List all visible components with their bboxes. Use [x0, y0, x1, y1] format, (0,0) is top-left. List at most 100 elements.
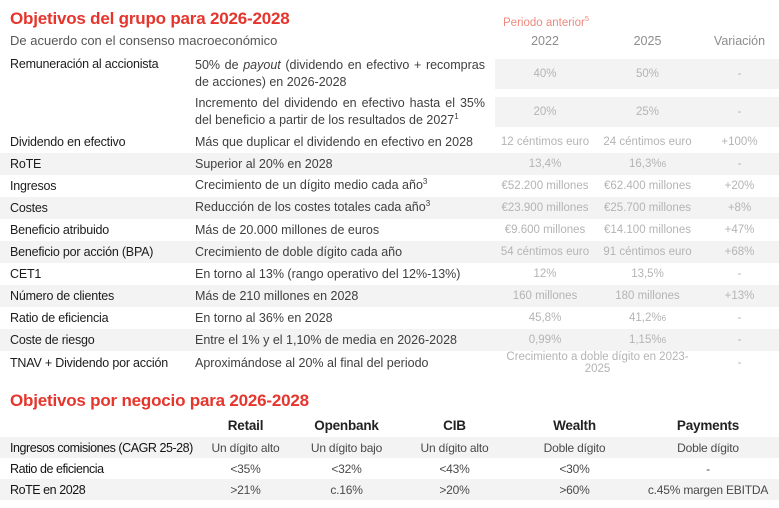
value-retail: >21%: [230, 482, 261, 497]
value-2025: 50%: [595, 55, 700, 93]
row-label: Beneficio atribuido: [10, 223, 110, 237]
row-label: Ingresos: [10, 179, 57, 193]
row-description: Aproximándose al 20% al final del period…: [195, 355, 495, 372]
column-header-payments: Payments: [676, 418, 740, 433]
value-2022: 54 céntimos euro: [495, 241, 595, 263]
footnote-superscript: 5: [584, 14, 589, 24]
value-variation: +68%: [700, 241, 779, 263]
row-label: Ingresos comisiones (CAGR 25-28): [10, 440, 193, 455]
description-text: Crecimiento de doble dígito cada año: [195, 244, 403, 259]
table-row-revenue: Ingresos Crecimiento de un dígito medio …: [0, 175, 779, 197]
footnote-superscript: 3: [422, 177, 428, 187]
value-wealth: <30%: [559, 461, 590, 476]
group-title-row: Objetivos del grupo para 2026-2028 Perio…: [0, 9, 779, 29]
value-2022: 45,8%: [495, 307, 595, 329]
previous-period-text: Periodo anterior: [503, 17, 585, 29]
value-variation: -: [700, 307, 779, 329]
table-row-cost-of-risk: Coste de riesgo Entre el 1% y el 1,10% d…: [0, 329, 779, 351]
value-text: -: [737, 158, 742, 170]
value-text: -: [737, 68, 742, 80]
value-text: 1,15%: [628, 334, 662, 346]
row-description: Incremento del dividendo en efectivo has…: [195, 93, 495, 129]
value-text: -: [737, 334, 742, 346]
table-row-shareholder-remuneration: Remuneración al accionista 50% de payout…: [0, 55, 779, 93]
value-2022: 12%: [495, 263, 595, 285]
value-text: -: [737, 268, 742, 280]
row-label: Dividendo en efectivo: [10, 135, 126, 149]
macro-consensus-subtitle: De acuerdo con el consenso macroeconómic…: [10, 33, 278, 48]
value-2025: €25.700 millones: [595, 197, 700, 219]
value-2025: €14.100 millones: [595, 219, 700, 241]
footnote-superscript: 6: [661, 313, 667, 323]
value-2022: €9.600 millones: [495, 219, 595, 241]
value-text: 12%: [533, 268, 557, 280]
column-header-cib: CIB: [443, 418, 466, 433]
column-header-2022: 2022: [531, 33, 559, 48]
description-text: En torno al 36% en 2028: [195, 310, 333, 325]
row-label: TNAV + Dividendo por acción: [10, 356, 168, 370]
table-row-efficiency-ratio: Ratio de eficiencia En torno al 36% en 2…: [0, 307, 779, 329]
row-description: Más de 210 millones en 2028: [195, 288, 495, 305]
value-text: -: [737, 312, 742, 324]
value-2025: 24 céntimos euro: [595, 131, 700, 153]
value-payments: -: [706, 461, 710, 476]
group-objectives-title: Objetivos del grupo para 2026-2028: [10, 9, 290, 28]
row-label: Coste de riesgo: [10, 333, 95, 347]
value-variation: +20%: [700, 175, 779, 197]
value-variation: +47%: [700, 219, 779, 241]
column-header-2025: 2025: [633, 33, 662, 48]
value-2025: 16,3% 6: [595, 153, 700, 175]
table-row-eps: Beneficio por acción (BPA) Crecimiento d…: [0, 241, 779, 263]
value-2022: 20%: [495, 93, 595, 131]
business-objectives-table: Retail Openbank CIB Wealth Payments Ingr…: [0, 414, 779, 500]
value-cib: Un dígito alto: [420, 440, 489, 455]
table-row-costs: Costes Reducción de los costes totales c…: [0, 197, 779, 219]
table-row-dividend-increase: Incremento del dividendo en efectivo has…: [0, 93, 779, 131]
column-header-retail: Retail: [227, 418, 264, 433]
row-description: Reducción de los costes totales cada año…: [195, 199, 495, 216]
value-2025: 41,2% 6: [595, 307, 700, 329]
value-text: 50%: [635, 68, 660, 80]
value-text: €14.100 millones: [604, 224, 691, 236]
value-text: €9.600 millones: [504, 224, 586, 236]
column-header-wealth: Wealth: [553, 418, 596, 433]
value-retail: <35%: [230, 461, 261, 476]
row-label: Costes: [10, 201, 48, 215]
footnote-superscript: 6: [661, 159, 667, 169]
value-text: +68%: [724, 246, 755, 258]
value-text: 12 céntimos euro: [500, 136, 590, 148]
row-description: Crecimiento de doble dígito cada año: [195, 244, 495, 261]
value-2025: 91 céntimos euro: [595, 241, 700, 263]
value-2022: 12 céntimos euro: [495, 131, 595, 153]
value-text: 180 millones: [615, 290, 680, 302]
value-text: 40%: [533, 68, 557, 80]
row-label: Beneficio por acción (BPA): [10, 245, 154, 259]
table-row-attributable-profit: Beneficio atribuido Más de 20.000 millon…: [0, 219, 779, 241]
row-description: Entre el 1% y el 1,10% de media en 2026-…: [195, 332, 495, 349]
value-cib: <43%: [439, 461, 470, 476]
value-text: 13,5%: [631, 268, 664, 280]
value-text: 24 céntimos euro: [603, 136, 692, 148]
row-label: Número de clientes: [10, 289, 115, 303]
value-text: 45,8%: [528, 312, 562, 324]
description-text: 50% de: [195, 58, 244, 72]
description-text: Aproximándose al 20% al final del period…: [195, 355, 429, 370]
value-text: +100%: [721, 136, 758, 148]
value-2022: 160 millones: [495, 285, 595, 307]
row-label: Remuneración al accionista: [10, 57, 159, 71]
description-text: Más que duplicar el dividendo en efectiv…: [195, 134, 473, 149]
value-text: €62.400 millones: [604, 180, 691, 192]
description-text: En torno al 13% (rango operativo del 12%…: [195, 266, 461, 281]
value-2025: 180 millones: [595, 285, 700, 307]
column-header-variation: Variación: [713, 33, 766, 48]
row-description: Superior al 20% en 2028: [195, 156, 495, 173]
value-retail: Un dígito alto: [211, 440, 280, 455]
value-cib: >20%: [439, 482, 470, 497]
value-variation: -: [700, 351, 779, 375]
value-2025: €62.400 millones: [595, 175, 700, 197]
value-wealth: Doble dígito: [543, 440, 606, 455]
value-2025: 1,15% 6: [595, 329, 700, 351]
footnote-superscript: 1: [454, 111, 459, 121]
value-text: €52.200 millones: [501, 180, 589, 192]
group-objectives-header: Objetivos del grupo para 2026-2028 Perio…: [0, 0, 779, 48]
